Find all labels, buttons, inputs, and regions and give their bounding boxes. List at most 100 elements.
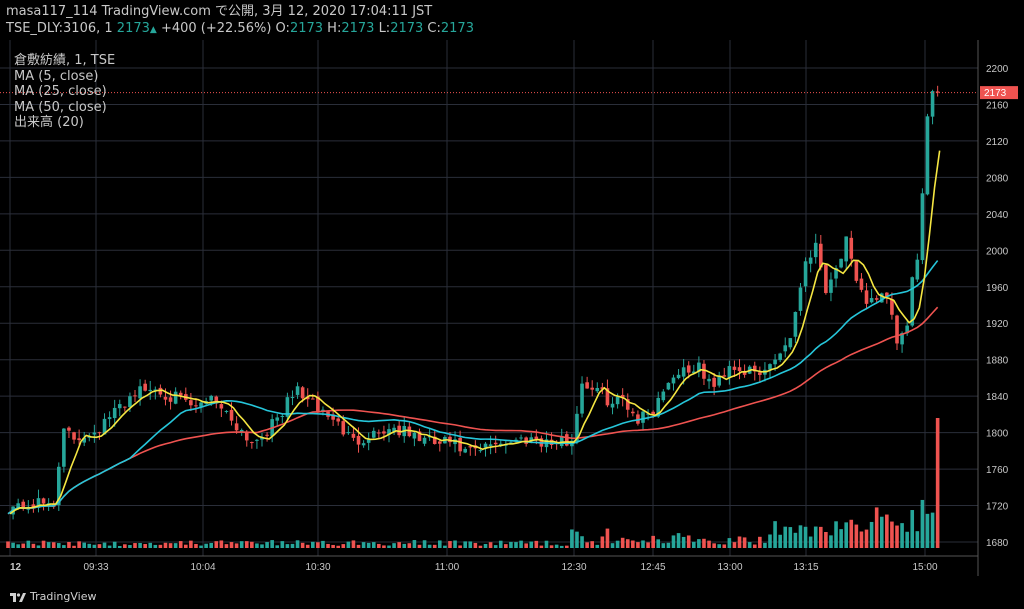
candle-body: [758, 372, 762, 375]
candle-body: [432, 436, 437, 444]
volume-bar: [473, 542, 478, 548]
candle-body: [285, 397, 290, 417]
candle-body: [498, 443, 503, 446]
volume-bar: [194, 543, 198, 548]
candle-body: [194, 405, 198, 407]
volume-bar: [686, 535, 691, 548]
candle-body: [178, 392, 183, 396]
volume-bar: [387, 545, 391, 548]
legend-title[interactable]: 倉敷紡績, 1, TSE: [14, 53, 116, 68]
price-axis: 1680 1720 1760 1800 1840 1880 1920 1960 2000 2040…: [986, 64, 1009, 549]
volume-bar: [432, 544, 437, 548]
close-value: 2173: [440, 21, 474, 36]
candle-body: [803, 261, 808, 287]
volume-bar: [651, 535, 655, 548]
volume-bar: [275, 545, 280, 548]
volume-bar: [600, 536, 605, 548]
footer-brand: TradingView: [30, 590, 97, 603]
volume-bar: [143, 544, 147, 548]
volume-bar: [458, 545, 462, 548]
volume-bar: [697, 539, 701, 548]
legend-ma25[interactable]: MA (25, close): [14, 84, 107, 99]
candle-body: [697, 362, 701, 372]
candle-body: [168, 397, 173, 402]
volume-bar: [580, 536, 584, 548]
volume-bar: [824, 531, 828, 548]
volume-bar: [793, 532, 798, 548]
candle-body: [463, 448, 467, 453]
volume-bar: [773, 521, 777, 548]
candle-body: [666, 382, 671, 390]
candle-body: [392, 427, 396, 432]
candle-body: [819, 243, 823, 268]
candle-body: [636, 414, 640, 424]
candle-body: [173, 391, 178, 404]
volume-bar: [117, 545, 122, 548]
candle-body: [605, 388, 610, 406]
volume-bar: [67, 541, 71, 548]
volume-bar: [763, 542, 767, 548]
candle-body: [305, 396, 310, 400]
legend-ma5[interactable]: MA (5, close): [14, 68, 99, 84]
candle-body: [377, 432, 381, 434]
candle-body: [219, 404, 224, 409]
candle-body: [163, 396, 168, 400]
y-tick-label: 2160: [986, 100, 1009, 111]
candle-body: [112, 407, 117, 419]
candle-body: [153, 389, 158, 391]
candle-body: [214, 396, 219, 404]
candle-body: [356, 435, 361, 445]
volume-bar: [295, 540, 300, 548]
legend-volume[interactable]: 出来高 (20): [14, 115, 84, 130]
volume-bar: [803, 526, 808, 548]
volume-bar: [346, 541, 351, 548]
candle-body: [565, 434, 569, 446]
candle-body: [290, 396, 295, 399]
candle-body: [143, 383, 147, 391]
candle-body: [910, 277, 915, 326]
volume-bar: [890, 521, 894, 548]
candle-body: [681, 367, 686, 377]
volume-bar: [158, 544, 163, 548]
candle-body: [879, 293, 884, 303]
volume-bar: [87, 543, 92, 548]
x-tick-label: 12: [10, 562, 22, 573]
volume-bar: [468, 541, 473, 548]
candle-body: [234, 423, 239, 431]
volume-bar: [529, 541, 534, 548]
volume-bar: [834, 521, 838, 548]
candle-body: [656, 397, 661, 417]
volume-bar: [585, 542, 589, 548]
candle-body: [651, 411, 655, 415]
y-tick-label: 1840: [986, 392, 1009, 403]
volume-bar: [549, 545, 554, 548]
volume-bar: [57, 543, 61, 548]
x-tick-label: 09:33: [83, 562, 108, 573]
legend-ma50[interactable]: MA (50, close): [14, 99, 107, 115]
volume-bar: [859, 531, 864, 548]
candle-body: [869, 298, 874, 303]
x-tick-label: 10:04: [190, 562, 215, 573]
volume-bar: [36, 545, 41, 548]
footer: TradingView: [10, 590, 96, 603]
candle-body: [117, 404, 122, 409]
volume-bar: [46, 542, 51, 548]
volume-bar: [214, 541, 219, 548]
moving-averages: [7, 150, 941, 515]
volume-bar: [493, 545, 498, 548]
candle-body: [82, 437, 86, 443]
volume-bar: [102, 542, 107, 548]
candle-body: [422, 437, 427, 444]
volume-bar: [641, 540, 645, 548]
candle-body: [752, 365, 757, 372]
candle-body: [397, 425, 401, 436]
candle-body: [41, 498, 46, 504]
volume-bar: [382, 545, 386, 548]
candle-body: [493, 442, 498, 445]
volume-bar: [544, 540, 549, 548]
volume-bar: [707, 540, 711, 548]
candle-body: [529, 437, 534, 442]
volume-bar: [849, 519, 854, 548]
candle-body: [341, 421, 346, 435]
